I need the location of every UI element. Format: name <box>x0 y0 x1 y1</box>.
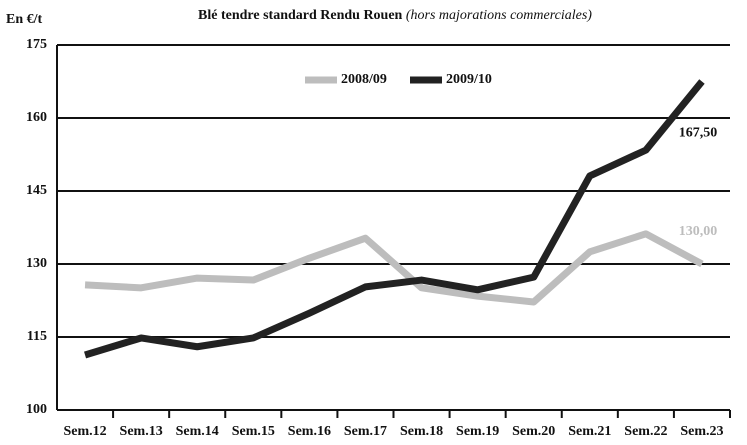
legend-label: 2009/10 <box>446 72 492 87</box>
chart-title: Blé tendre standard Rendu Rouen (hors ma… <box>198 8 592 23</box>
x-tick-label: Sem.17 <box>344 424 387 439</box>
y-axis-label: En €/t <box>6 12 43 27</box>
x-tick-label: Sem.20 <box>512 424 555 439</box>
x-tick-label: Sem.12 <box>63 424 106 439</box>
x-tick-label: Sem.15 <box>232 424 275 439</box>
x-tick-label: Sem.21 <box>568 424 611 439</box>
title: Blé tendre standard Rendu Rouen <box>198 8 403 23</box>
legend-label: 2008/09 <box>341 72 387 87</box>
value-label: 167,50 <box>679 126 718 141</box>
x-tick-label: Sem.14 <box>176 424 219 439</box>
y-tick-label: 145 <box>26 183 47 198</box>
x-tick-label: Sem.22 <box>624 424 667 439</box>
y-tick-label: 160 <box>26 110 47 125</box>
value-label: 130,00 <box>679 224 718 239</box>
y-tick-label: 100 <box>26 402 47 417</box>
x-tick-label: Sem.19 <box>456 424 499 439</box>
series-line <box>84 79 705 359</box>
x-tick-label: Sem.16 <box>288 424 331 439</box>
y-tick-label: 175 <box>26 37 47 52</box>
series-line <box>84 230 704 306</box>
x-tick-label: Sem.18 <box>400 424 443 439</box>
x-tick-label: Sem.13 <box>120 424 163 439</box>
y-tick-label: 115 <box>27 329 47 344</box>
x-tick-label: Sem.23 <box>680 424 723 439</box>
y-tick-label: 130 <box>26 256 47 271</box>
subtitle: (hors majorations commerciales) <box>406 8 592 23</box>
